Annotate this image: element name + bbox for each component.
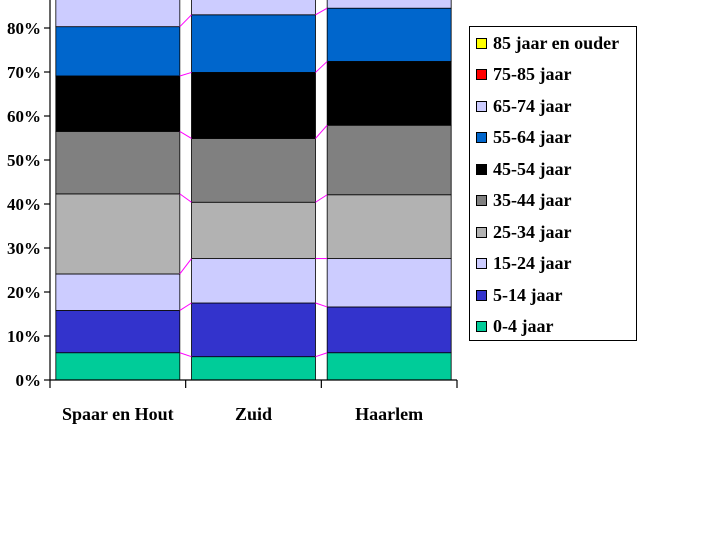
bar-segment: [191, 258, 316, 304]
y-tick-label: 40%: [7, 195, 41, 214]
y-tick-label: 20%: [7, 283, 41, 302]
connector-line: [315, 124, 328, 139]
legend-item: 15-24 jaar: [476, 253, 571, 275]
legend-item: 25-34 jaar: [476, 221, 571, 243]
connector-line: [179, 258, 192, 275]
bar-segment: [326, 0, 452, 9]
y-tick-label: 50%: [7, 151, 41, 170]
bar-segment: [191, 0, 316, 16]
bar-segment: [191, 138, 316, 203]
legend-swatch: [476, 163, 487, 175]
category-label: Haarlem: [355, 404, 423, 424]
bar-segment: [326, 194, 452, 259]
legend-label: 25-34 jaar: [493, 221, 572, 242]
category-label: Zuid: [235, 404, 272, 424]
legend-label: 5-14 jaar: [493, 284, 563, 305]
legend-label: 75-85 jaar: [493, 64, 572, 84]
bar-segment: [55, 130, 181, 195]
category-label: Spaar en Hout: [62, 404, 174, 424]
bar-segment: [55, 273, 181, 311]
legend-swatch: [476, 37, 487, 49]
y-tick-label: 60%: [7, 107, 41, 126]
legend-item: 35-44 jaar: [476, 190, 571, 212]
legend-label: 35-44 jaar: [493, 190, 572, 210]
legend-label: 45-54 jaar: [493, 158, 572, 179]
bar-segment: [191, 302, 316, 358]
bar-segment: [326, 258, 452, 308]
legend-item: 75-85 jaar: [476, 64, 571, 86]
connector-line: [179, 130, 192, 139]
legend-swatch: [476, 321, 487, 332]
connector-line: [179, 302, 192, 311]
bar-segment: [326, 61, 452, 126]
connector-line: [179, 193, 192, 203]
bar-segment: [326, 352, 452, 381]
connector-line: [315, 7, 328, 16]
legend-item: 45-54 jaar: [476, 158, 571, 180]
y-tick-label: 30%: [7, 239, 41, 258]
legend-item: 0-4 jaar: [476, 316, 553, 338]
x-axis-labels: Spaar en Hout Zuid Haarlem: [62, 404, 423, 424]
y-tick-label: 70%: [7, 63, 41, 82]
connector-line: [315, 61, 328, 73]
connector-line: [179, 71, 192, 77]
legend-item: 65-74 jaar: [476, 95, 571, 117]
legend: 85 jaar en ouder 75-85 jaar 65-74 jaar 55-6…: [469, 26, 637, 341]
connector-line: [179, 14, 192, 28]
connector-line: [179, 352, 192, 358]
axes: [49, 0, 458, 388]
bar-segment: [191, 14, 316, 73]
y-tick-label: 0%: [16, 371, 42, 390]
y-tick-label: 80%: [7, 19, 41, 38]
connector-line: [315, 194, 328, 203]
bar-segment: [55, 0, 181, 28]
bar-segment: [191, 72, 316, 139]
legend-swatch: [476, 258, 487, 269]
bar-segment: [55, 26, 181, 77]
y-tick-label: 10%: [7, 327, 41, 346]
legend-label: 0-4 jaar: [493, 316, 554, 336]
legend-label: 55-64 jaar: [493, 127, 572, 147]
legend-swatch: [476, 226, 487, 238]
legend-label: 65-74 jaar: [493, 95, 572, 116]
bar-segment: [55, 193, 181, 275]
legend-item: 85 jaar en ouder: [476, 32, 619, 54]
legend-label: 15-24 jaar: [493, 253, 572, 273]
bar-segments: [55, 0, 452, 381]
bar-segment: [326, 306, 452, 354]
bar-segment: [55, 310, 181, 354]
y-axis-ticks: 0% 10% 20% 30% 40% 50% 60% 70% 80%: [7, 19, 50, 390]
legend-label: 85 jaar en ouder: [493, 32, 620, 53]
bar-segment: [191, 201, 316, 259]
legend-item: 5-14 jaar: [476, 284, 562, 306]
legend-swatch: [476, 69, 487, 80]
series-connector-lines: [179, 7, 328, 358]
bar-segment: [191, 356, 316, 381]
bar-segment: [55, 352, 181, 381]
legend-swatch: [476, 100, 487, 112]
legend-swatch: [476, 195, 487, 206]
bar-segment: [55, 75, 181, 132]
legend-swatch: [476, 132, 487, 143]
connector-line: [315, 352, 328, 358]
legend-swatch: [476, 289, 487, 301]
legend-item: 55-64 jaar: [476, 127, 571, 149]
bar-segment: [326, 124, 452, 196]
bar-segment: [326, 7, 452, 62]
connector-line: [315, 302, 328, 308]
